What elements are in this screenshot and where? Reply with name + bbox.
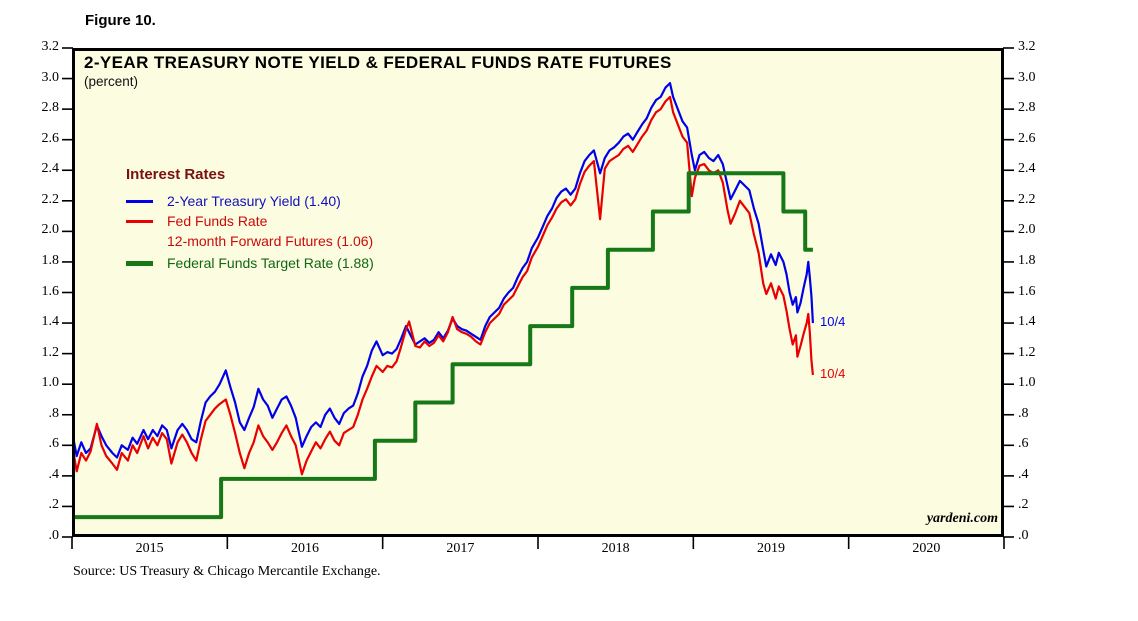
y-axis-tick-label: 2.4 [1018,161,1036,177]
y-axis-tick-label: 2.0 [41,222,60,238]
y-axis-tick-label: .4 [1018,466,1029,482]
y-axis-tick-label: 1.4 [1018,314,1036,330]
y-axis-tick-label: 3.0 [41,69,60,85]
x-axis-tick-label: 2016 [291,541,319,556]
chart-plot-area [72,48,1004,537]
series-line-fed-funds-rate-12-month-forward-futures [75,95,814,476]
y-axis-tick-label: 2.2 [1018,191,1036,207]
y-axis-tick-label: 3.2 [41,39,60,54]
chart-subtitle: (percent) [84,74,139,89]
y-axis-tick-label: .8 [1018,405,1029,421]
y-axis-tick-label: 1.2 [41,344,60,360]
annotation-label: 10/4 [820,366,846,382]
y-axis-tick-label: 1.8 [41,252,60,268]
treasury-yield-line-swatch [126,199,153,203]
figure-number-label: Figure 10. [85,12,156,29]
x-axis-tick-label: 2019 [757,541,785,556]
chart-legend: Interest Rates 2-Year Treasury Yield (1.… [126,166,374,273]
y-axis-tick-label: 1.8 [1018,252,1036,268]
y-axis-tick-label: 2.8 [41,100,60,116]
series-line-federal-funds-target-rate [75,171,813,520]
y-axis-tick-label: .4 [48,466,60,482]
y-axis-tick-label: .6 [1018,436,1029,452]
y-axis-tick-label: 2.4 [41,161,60,177]
source-note: Source: US Treasury & Chicago Mercantile… [73,564,381,579]
y-axis-tick-label: 1.4 [41,314,60,330]
y-axis-tick-label: 2.2 [41,191,60,207]
legend-item-treasury-yield: 2-Year Treasury Yield (1.40) [126,191,374,211]
y-axis-tick-label: 2.6 [1018,130,1036,146]
y-axis-tick-label: 3.0 [1018,69,1036,85]
y-axis-tick-label: .2 [48,497,60,513]
y-axis-tick-label: 1.2 [1018,344,1036,360]
watermark: yardeni.com [926,511,998,526]
x-axis-tick-label: 2017 [446,541,475,556]
y-axis-tick-label: .0 [48,528,60,543]
y-axis-tick-label: 1.6 [41,283,60,299]
legend-item-target-rate: Federal Funds Target Rate (1.88) [126,253,374,273]
legend-heading: Interest Rates [126,166,226,183]
legend-item-label: 12-month Forward Futures (1.06) [167,232,374,249]
chart-title: 2-YEAR TREASURY NOTE YIELD & FEDERAL FUN… [84,53,672,72]
annotation-label: 10/4 [820,314,846,330]
legend-item-label: Fed Funds Rate [167,213,268,229]
x-axis-tick-label: 2015 [135,541,164,556]
y-axis-tick-label: 1.0 [1018,375,1036,391]
y-axis-tick-label: 2.8 [1018,100,1036,116]
y-axis-tick-label: 1.0 [41,375,60,391]
series-line-2-year-treasury-yield [75,81,814,459]
legend-item-fed-funds-futures-line2: 12-month Forward Futures (1.06) [167,231,374,250]
x-axis-tick-label: 2020 [912,541,941,556]
y-axis-tick-label: .8 [48,405,60,421]
target-rate-line-swatch [126,260,153,266]
y-axis-tick-label: .6 [48,436,60,452]
y-axis-tick-label: 1.6 [1018,283,1036,299]
y-axis-tick-label: 2.0 [1018,222,1036,238]
y-axis-tick-label: .2 [1018,497,1029,513]
fed-funds-futures-line-swatch [126,219,153,223]
y-axis-tick-label: 2.6 [41,130,60,146]
x-axis-tick-label: 2018 [601,541,630,556]
y-axis-tick-label: 3.2 [1018,39,1036,54]
legend-item-label: Federal Funds Target Rate (1.88) [167,255,374,271]
y-axis-tick-label: .0 [1018,528,1029,543]
legend-item-label: 2-Year Treasury Yield (1.40) [167,193,341,209]
legend-item-fed-funds-futures: Fed Funds Rate [126,211,374,231]
